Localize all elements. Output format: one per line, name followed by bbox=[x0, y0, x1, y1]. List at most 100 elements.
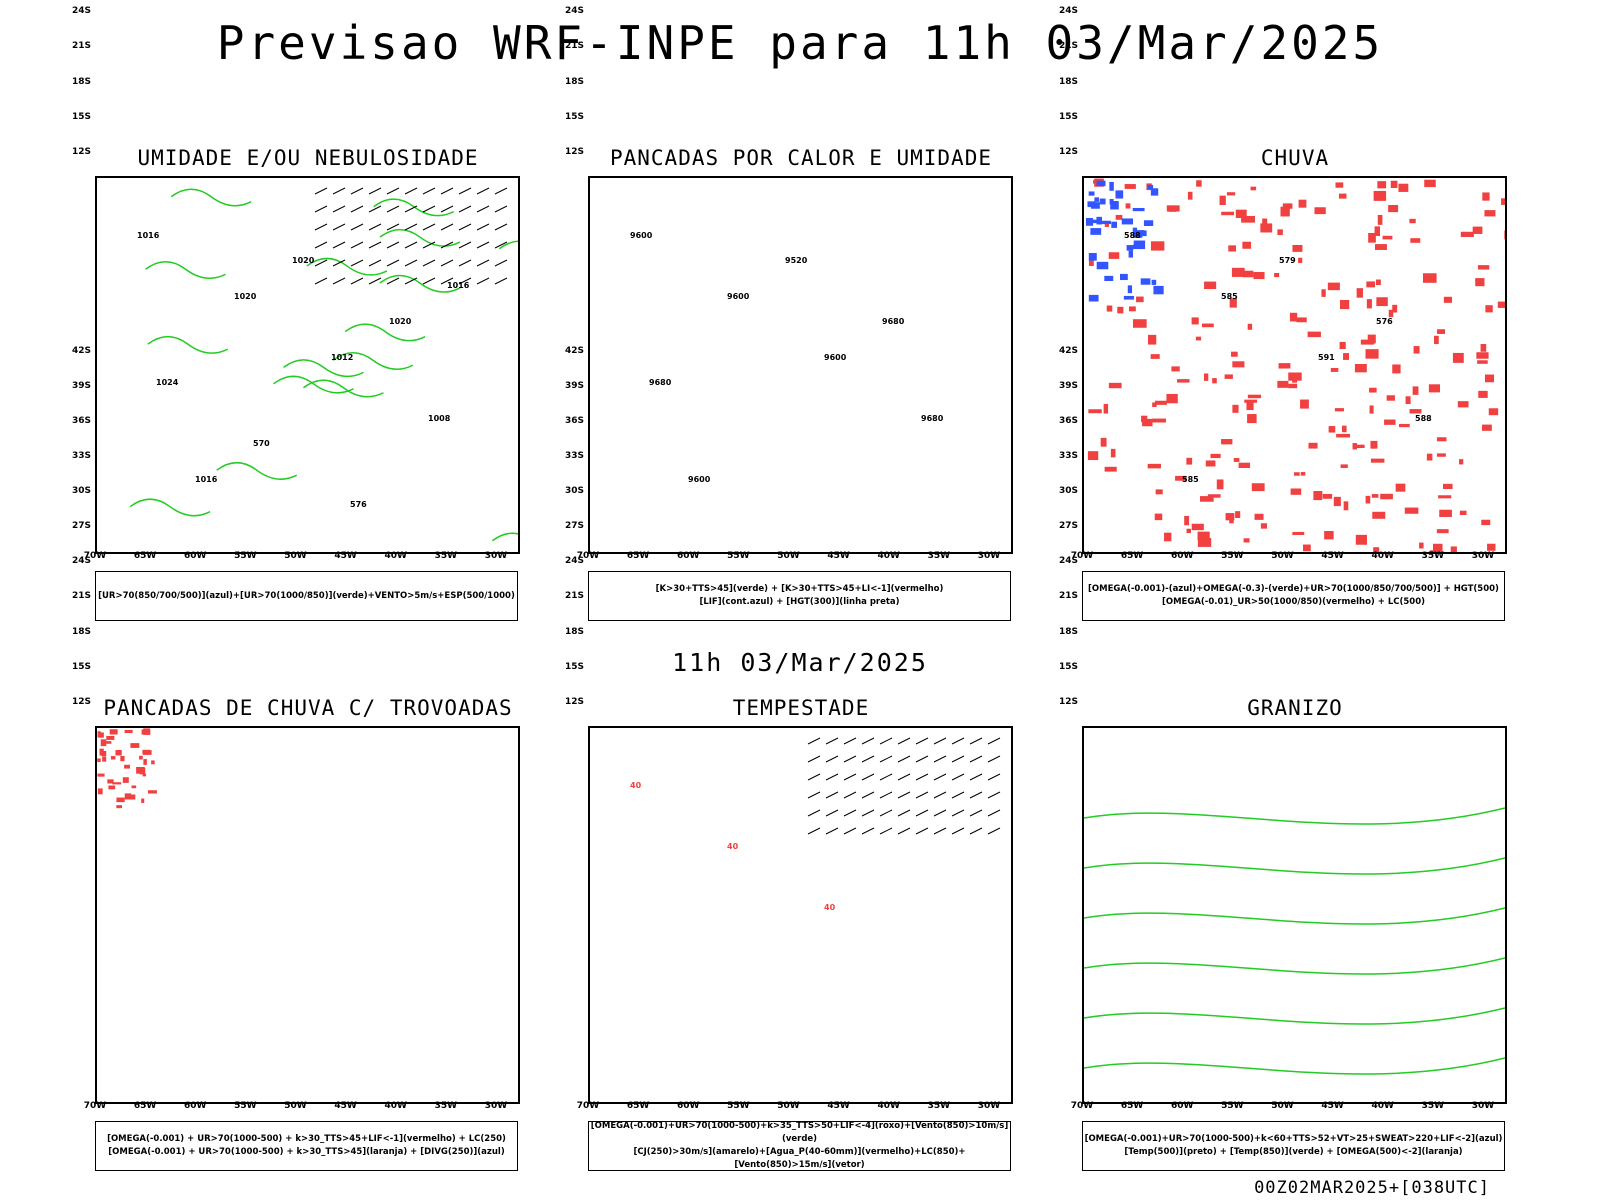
lon-tick-label: 35W bbox=[927, 551, 951, 561]
lat-tick-label: 18S bbox=[564, 76, 584, 87]
humidity-contour-green bbox=[283, 359, 364, 378]
legend-box: [OMEGA(-0.001)+UR>70(1000-500)+k<60+TTS>… bbox=[1082, 1121, 1505, 1171]
rain-cell-red bbox=[1253, 271, 1265, 280]
lon-tick-label: 50W bbox=[777, 1101, 800, 1111]
storm-cell-red bbox=[115, 750, 122, 756]
legend-box: [K>30+TTS>45](verde) + [K>30+TTS>45+LI<-… bbox=[588, 571, 1011, 621]
panel-trovoadas: PANCADAS DE CHUVA C/ TROVOADAS 12S 15S 18S… bbox=[72, 346, 543, 1176]
lon-tick-label: 70W bbox=[83, 1101, 107, 1111]
rain-cell-red bbox=[1365, 349, 1379, 359]
wind-vector bbox=[861, 737, 875, 745]
lon-tick-label: 35W bbox=[434, 1101, 458, 1111]
rain-cell-red bbox=[1231, 351, 1238, 357]
storm-cell-red bbox=[106, 735, 115, 740]
wind-vector bbox=[825, 827, 839, 835]
storm-cell-red bbox=[101, 750, 107, 757]
wind-vector bbox=[933, 809, 947, 817]
rain-cell-red bbox=[1224, 374, 1233, 379]
lon-tick-label: 30W bbox=[1471, 551, 1495, 561]
rain-cell-red bbox=[1155, 400, 1167, 405]
rain-cell-red bbox=[1150, 241, 1165, 251]
wind-vector bbox=[969, 791, 983, 799]
rain-cell-red bbox=[1436, 529, 1449, 534]
contour-label: 9600 bbox=[824, 353, 847, 362]
legend-line: [OMEGA(-0.001)-(azul)+OMEGA(-0.3)-(verde… bbox=[1088, 584, 1499, 594]
rain-cell-red bbox=[1104, 223, 1110, 227]
rain-cell-red bbox=[1352, 443, 1358, 450]
rain-cell-red bbox=[1260, 223, 1273, 233]
map-canvas: 1016 1020 1012 1008 1016 1020 1020 1024 570 576 10… bbox=[129, 187, 518, 542]
lon-tick-label: 30W bbox=[977, 1101, 1001, 1111]
rain-cell-red bbox=[1087, 451, 1099, 461]
rain-cell-red bbox=[1195, 336, 1202, 341]
rain-cell-red bbox=[1390, 180, 1398, 188]
rain-cell-red bbox=[1488, 408, 1499, 416]
lon-tick-label: 40W bbox=[384, 1101, 407, 1111]
map-canvas: 588 585 591 588 585 579 576 bbox=[1085, 178, 1505, 552]
legend-line: [K>30+TTS>45](verde) + [K>30+TTS>45+LI<-… bbox=[655, 584, 944, 594]
rain-cell-red bbox=[1247, 394, 1261, 399]
latitude-axis: 12S 15S 18S 21S 24S 27S 30S 33S 36S 39S 42S bbox=[554, 6, 584, 550]
lat-tick-label: 24S bbox=[564, 6, 584, 17]
rain-cell-red bbox=[1152, 402, 1157, 408]
contour-label: 40 bbox=[824, 903, 836, 912]
wind-vector bbox=[332, 277, 346, 285]
wind-vector bbox=[440, 223, 454, 231]
latitude-axis: 12S 15S 18S 21S 24S 27S 30S 33S 36S 39S 42S bbox=[61, 6, 91, 550]
wind-vector bbox=[386, 259, 400, 267]
rain-cell-red bbox=[1235, 209, 1247, 218]
mid-title: 11h 03/Mar/2025 bbox=[672, 648, 928, 677]
rain-cell-red bbox=[1413, 346, 1420, 354]
wind-vector bbox=[933, 755, 947, 763]
lat-tick-label: 12S bbox=[1058, 696, 1078, 707]
rain-cell-red bbox=[1150, 354, 1160, 359]
lat-tick-label: 42S bbox=[564, 346, 584, 356]
lat-tick-label: 30S bbox=[564, 486, 584, 497]
rain-cell-red bbox=[1246, 401, 1254, 411]
wind-vector bbox=[458, 223, 472, 231]
rain-cell-red bbox=[1434, 335, 1439, 345]
rain-cell-red bbox=[1353, 444, 1365, 449]
rain-cell-red bbox=[1419, 542, 1424, 549]
rain-cell-red bbox=[1375, 244, 1387, 250]
wind-vector bbox=[332, 205, 346, 213]
wind-vector bbox=[314, 223, 328, 231]
storm-cell-red bbox=[131, 785, 137, 789]
contour-label: 1016 bbox=[195, 475, 218, 484]
lat-tick-label: 30S bbox=[1058, 486, 1078, 497]
lon-tick-label: 60W bbox=[677, 551, 700, 561]
rain-cell-red bbox=[1404, 507, 1419, 514]
lon-tick-label: 70W bbox=[1070, 1101, 1094, 1111]
lon-tick-label: 50W bbox=[777, 551, 800, 561]
lat-tick-label: 15S bbox=[1058, 661, 1078, 672]
lon-tick-label: 55W bbox=[234, 1101, 257, 1111]
rain-cell-red bbox=[1233, 457, 1240, 462]
panel-title: GRANIZO bbox=[1247, 696, 1343, 720]
map-pancadas-calor: 9600 9600 9600 9680 9600 9520 9680 9680 bbox=[588, 176, 1013, 554]
rain-cell-red bbox=[1328, 426, 1336, 433]
rain-cell-red bbox=[1229, 519, 1234, 524]
legend-line: [OMEGA(-0.001)+UR>70(1000-500)+k>35_TTS>… bbox=[590, 1121, 1009, 1144]
lat-tick-label: 39S bbox=[1058, 381, 1078, 392]
rain-cell-red bbox=[1392, 364, 1401, 374]
lon-tick-label: 60W bbox=[677, 1101, 700, 1111]
rain-cell-red bbox=[1282, 203, 1293, 209]
wind-vector bbox=[314, 259, 328, 267]
rain-cell-red bbox=[1382, 235, 1393, 240]
rain-cell-red bbox=[1288, 383, 1298, 389]
wind-vector bbox=[879, 773, 893, 781]
rain-cell-blue bbox=[1090, 202, 1100, 209]
lat-tick-label: 21S bbox=[564, 591, 584, 602]
rain-cell-red bbox=[1148, 334, 1157, 345]
wind-vector bbox=[915, 773, 929, 781]
humidity-contour-green bbox=[303, 379, 384, 398]
rain-cell-red bbox=[1290, 488, 1302, 495]
rain-cell-red bbox=[1480, 344, 1487, 352]
wind-vector bbox=[350, 277, 364, 285]
storm-cell-red bbox=[120, 755, 125, 762]
lat-tick-label: 18S bbox=[564, 626, 584, 637]
contour-label: 9600 bbox=[727, 292, 750, 301]
contour-label: 591 bbox=[1318, 353, 1335, 362]
map-tempestade: 40 40 40 bbox=[588, 726, 1013, 1104]
lon-tick-label: 50W bbox=[284, 1101, 307, 1111]
